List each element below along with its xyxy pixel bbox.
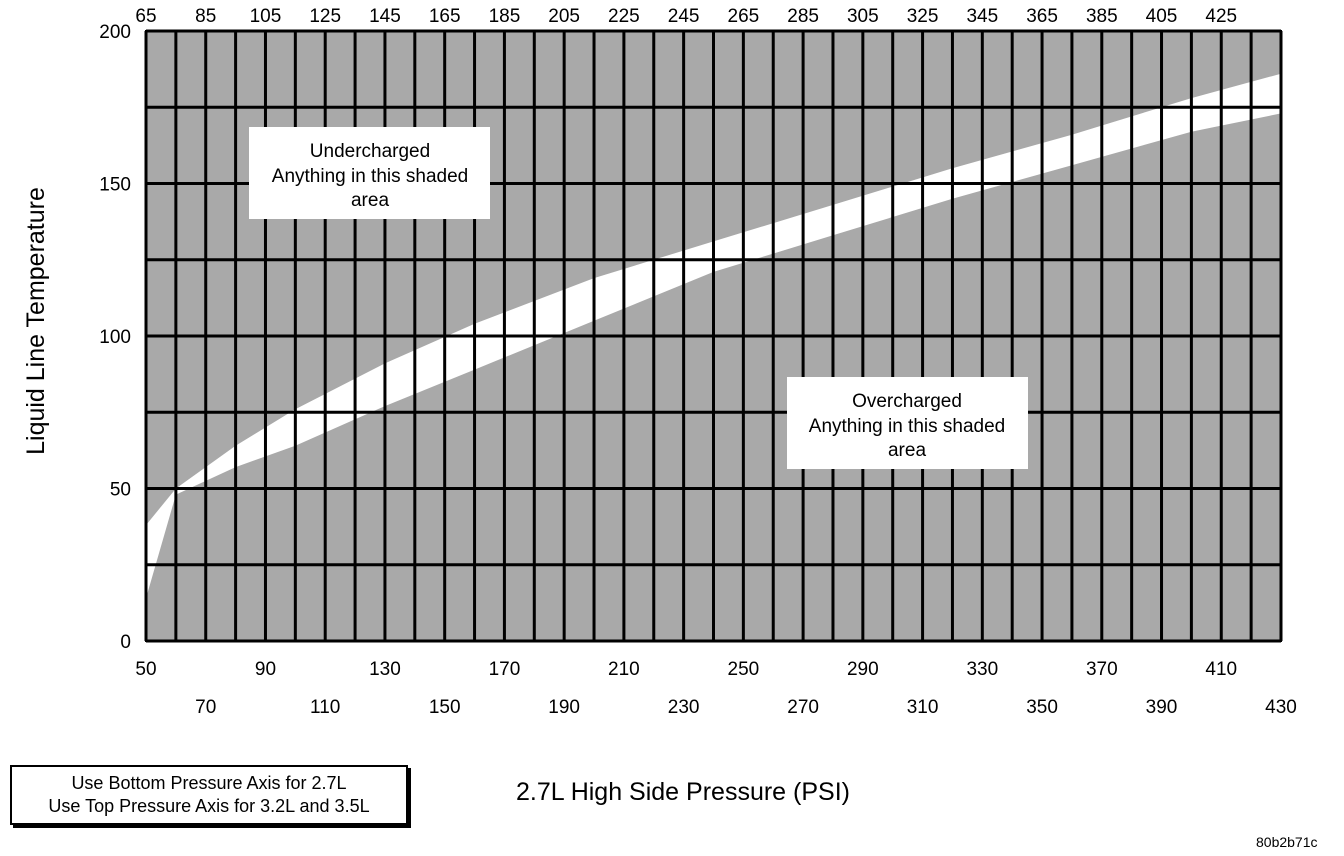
y-axis-title: Liquid Line Temperature [22, 187, 50, 455]
bottom-tick-label: 210 [608, 659, 640, 680]
overcharged-text: Anything in this shaded [809, 416, 1005, 437]
bottom-tick-label: 70 [195, 697, 216, 718]
bottom-tick-label: 130 [369, 659, 401, 680]
top-tick-label: 205 [548, 6, 580, 27]
overcharged-title: Overcharged [852, 391, 962, 412]
overcharged-label-box [787, 377, 1028, 469]
top-tick-label: 265 [728, 6, 760, 27]
bottom-tick-label: 110 [310, 697, 340, 718]
bottom-tick-label: 270 [787, 697, 819, 718]
top-tick-label: 245 [668, 6, 700, 27]
top-tick-label: 65 [135, 6, 156, 27]
top-tick-label: 145 [369, 6, 401, 27]
bottom-tick-label: 170 [489, 659, 521, 680]
bottom-tick-label: 230 [668, 697, 700, 718]
bottom-tick-label: 190 [548, 697, 580, 718]
bottom-tick-label: 50 [135, 659, 156, 680]
top-tick-label: 125 [309, 6, 341, 27]
top-tick-label: 345 [966, 6, 998, 27]
bottom-tick-label: 290 [847, 659, 879, 680]
normal-charge-band [146, 73, 1281, 599]
y-tick-label: 150 [99, 175, 131, 196]
overcharged-text2: area [888, 440, 926, 461]
bottom-tick-label: 250 [728, 659, 760, 680]
bottom-tick-label: 150 [429, 697, 461, 718]
top-tick-label: 385 [1086, 6, 1118, 27]
legend-line-bottom-axis: Use Bottom Pressure Axis for 2.7L [71, 773, 347, 793]
top-tick-label: 425 [1205, 6, 1237, 27]
top-tick-label: 405 [1146, 6, 1178, 27]
plot-area [144, 29, 1283, 643]
y-tick-label: 0 [120, 632, 131, 653]
undercharged-title: Undercharged [310, 141, 430, 162]
top-tick-label: 185 [489, 6, 521, 27]
undercharged-label-box [249, 127, 490, 219]
bottom-tick-label: 330 [966, 659, 998, 680]
top-tick-label: 305 [847, 6, 879, 27]
bottom-tick-label: 410 [1205, 659, 1237, 680]
y-tick-label: 100 [99, 327, 131, 348]
top-tick-label: 85 [195, 6, 216, 27]
bottom-tick-label: 390 [1146, 697, 1178, 718]
figure-code: 80b2b71c [1256, 834, 1318, 850]
top-tick-label: 105 [250, 6, 282, 27]
legend-line-top-axis: Use Top Pressure Axis for 3.2L and 3.5L [48, 796, 370, 816]
bottom-tick-label: 350 [1026, 697, 1058, 718]
bottom-tick-label: 90 [255, 659, 276, 680]
top-tick-label: 165 [429, 6, 461, 27]
top-tick-label: 225 [608, 6, 640, 27]
x-axis-title: 2.7L High Side Pressure (PSI) [516, 778, 850, 806]
top-tick-label: 285 [787, 6, 819, 27]
y-tick-label: 200 [99, 22, 131, 43]
top-tick-label: 365 [1026, 6, 1058, 27]
bottom-tick-label: 430 [1265, 697, 1297, 718]
y-axis-ticks: 200 150 100 50 0 [99, 22, 131, 653]
bottom-tick-label: 310 [907, 697, 939, 718]
bottom-x-axis-ticks: 50 90 130 170 210 250 290 330 370 410 70 110 150 190 2… [135, 659, 1296, 718]
undercharged-text2: area [351, 190, 389, 211]
y-tick-label: 50 [110, 480, 131, 501]
undercharged-text: Anything in this shaded [272, 166, 468, 187]
bottom-tick-label: 370 [1086, 659, 1118, 680]
top-x-axis-ticks: 65 85 105 125 145 165 185 205 225 245 265 285 305 325… [135, 6, 1237, 27]
top-tick-label: 325 [907, 6, 939, 27]
plot-frame [145, 30, 1282, 642]
axis-usage-legend: Use Bottom Pressure Axis for 2.7L Use To… [10, 765, 408, 825]
